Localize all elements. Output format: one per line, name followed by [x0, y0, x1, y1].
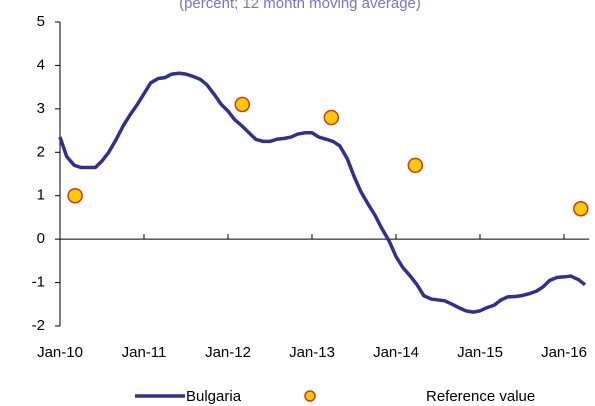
y-tick-label: -2	[32, 317, 45, 334]
data-point	[67, 187, 83, 204]
y-tick-label: 2	[37, 143, 45, 160]
y-tick-label: -1	[32, 274, 45, 291]
y-tick-label: 1	[37, 187, 45, 204]
y-tick-label: 4	[37, 56, 45, 73]
y-tick-label: 0	[37, 230, 45, 247]
x-tick-label: Jan-14	[373, 344, 419, 361]
data-point	[407, 157, 424, 174]
legend-label: Bulgaria	[186, 388, 242, 405]
x-tick-label: Jan-16	[541, 344, 587, 361]
x-tick-label: Jan-13	[289, 344, 335, 361]
data-line	[58, 71, 587, 314]
data-point	[234, 96, 251, 113]
x-tick-label: Jan-15	[457, 344, 503, 361]
x-tick-label: Jan-11	[122, 344, 167, 361]
y-tick-label: 5	[37, 13, 45, 30]
legend-label: Reference value	[426, 388, 535, 405]
x-tick-label: Jan-12	[205, 344, 251, 361]
data-point	[573, 200, 589, 217]
x-tick-label: Jan-10	[37, 344, 83, 361]
data-point	[323, 109, 340, 126]
chart-subtitle: (percent; 12 month moving average)	[179, 0, 421, 12]
legend-marker	[304, 390, 316, 402]
y-tick-label: 3	[37, 100, 45, 117]
